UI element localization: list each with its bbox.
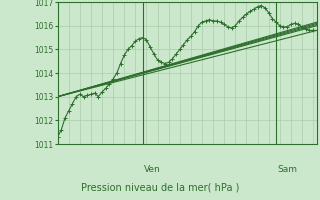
Text: Pression niveau de la mer( hPa ): Pression niveau de la mer( hPa ) <box>81 182 239 192</box>
Text: Sam: Sam <box>278 165 298 174</box>
Text: Ven: Ven <box>144 165 161 174</box>
